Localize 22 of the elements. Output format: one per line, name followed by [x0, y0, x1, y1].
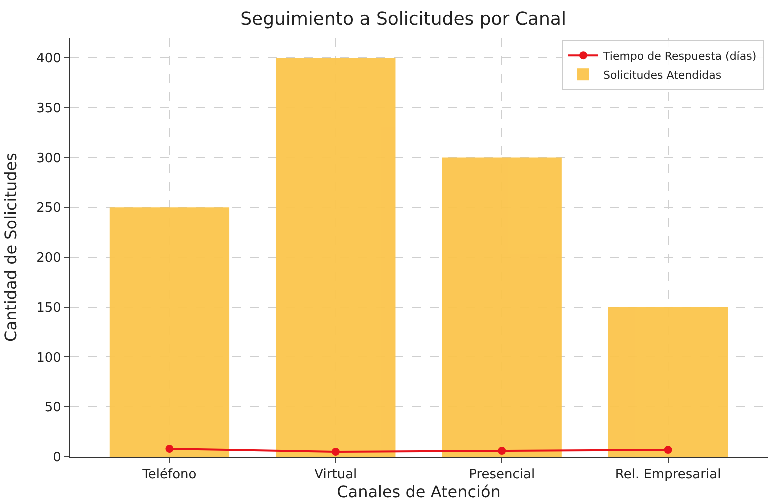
- bar: [442, 158, 562, 457]
- y-tick-label: 150: [36, 300, 62, 316]
- bar: [608, 307, 728, 457]
- bar: [110, 208, 230, 457]
- y-tick-label: 400: [36, 52, 62, 66]
- y-tick-label: 250: [36, 201, 62, 216]
- legend-label: Tiempo de Respuesta (días): [602, 50, 757, 63]
- y-tick-label: 100: [36, 350, 62, 366]
- x-axis-title: Canales de Atención: [337, 482, 501, 502]
- y-axis-title: Cantidad de Solicitudes: [1, 153, 20, 342]
- x-tick-label: Teléfono: [142, 468, 197, 483]
- y-tick-label: 300: [36, 151, 62, 166]
- x-tick-label: Rel. Empresarial: [615, 468, 722, 483]
- x-tick-label: Presencial: [469, 468, 536, 483]
- y-tick-label: 350: [36, 101, 62, 116]
- y-tick-label: 0: [53, 450, 62, 466]
- bar: [276, 58, 396, 457]
- y-tick-label: 200: [36, 251, 62, 266]
- chart-title: Seguimiento a Solicitudes por Canal: [240, 9, 566, 30]
- y-tick-label: 50: [44, 400, 62, 416]
- x-tick-label: Virtual: [314, 468, 358, 483]
- legend-label: Solicitudes Atendidas: [604, 68, 722, 82]
